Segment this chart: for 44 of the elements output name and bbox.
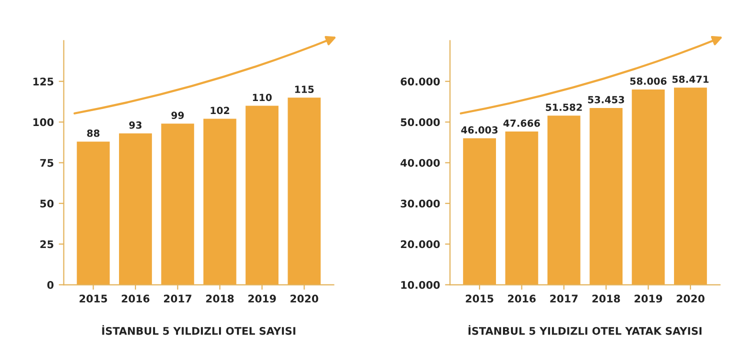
data-label: 93 <box>129 121 142 129</box>
data-label: 102 <box>210 106 230 114</box>
y-tick-label: 60.000 <box>400 78 440 86</box>
bar <box>288 98 321 285</box>
y-tick-label: 100 <box>33 118 54 126</box>
x-tick-label: 2020 <box>676 294 704 303</box>
data-label: 46.003 <box>461 126 498 134</box>
y-tick-label: 40.000 <box>400 158 440 167</box>
y-tick-label: 75 <box>40 159 54 167</box>
x-tick-label: 2020 <box>290 294 318 303</box>
bar <box>119 133 152 285</box>
data-label: 88 <box>87 130 100 137</box>
data-label: 51.582 <box>546 104 582 111</box>
x-tick-label: 2015 <box>80 294 108 303</box>
x-tick-label: 2019 <box>634 294 662 303</box>
y-tick-label: 50.000 <box>400 118 440 126</box>
y-tick-label: 10.000 <box>401 280 440 289</box>
y-tick-label: 25 <box>40 240 54 248</box>
data-label: 58.006 <box>630 77 667 85</box>
y-tick-label: 30.000 <box>400 200 440 208</box>
data-label: 58.471 <box>672 76 709 83</box>
y-tick-label: 0 <box>47 280 54 289</box>
x-tick-label: 2016 <box>122 294 150 303</box>
y-tick-label: 20.000 <box>400 240 440 248</box>
data-label: 99 <box>171 112 184 120</box>
data-label: 115 <box>295 86 314 93</box>
data-label: 47.666 <box>503 120 540 127</box>
bar <box>76 142 110 285</box>
data-label: 53.453 <box>588 96 624 104</box>
y-tick-label: 125 <box>33 78 54 86</box>
x-axis-title: İSTANBUL 5 YILDIZLI OTEL YATAK SAYISI <box>468 325 702 335</box>
x-tick-label: 2015 <box>466 294 494 303</box>
data-label: 110 <box>252 94 272 102</box>
x-tick-label: 2019 <box>248 294 276 303</box>
x-tick-label: 2016 <box>508 294 536 303</box>
x-axis-title: İSTANBUL 5 YILDIZLI OTEL SAYISI <box>102 325 296 335</box>
x-tick-label: 2018 <box>206 294 234 303</box>
bar <box>246 106 278 285</box>
x-tick-label: 2017 <box>550 294 578 303</box>
bar <box>161 124 194 285</box>
x-tick-label: 2017 <box>164 294 192 303</box>
bar <box>203 118 236 285</box>
x-tick-label: 2018 <box>592 294 620 303</box>
y-tick-label: 50 <box>40 200 54 208</box>
